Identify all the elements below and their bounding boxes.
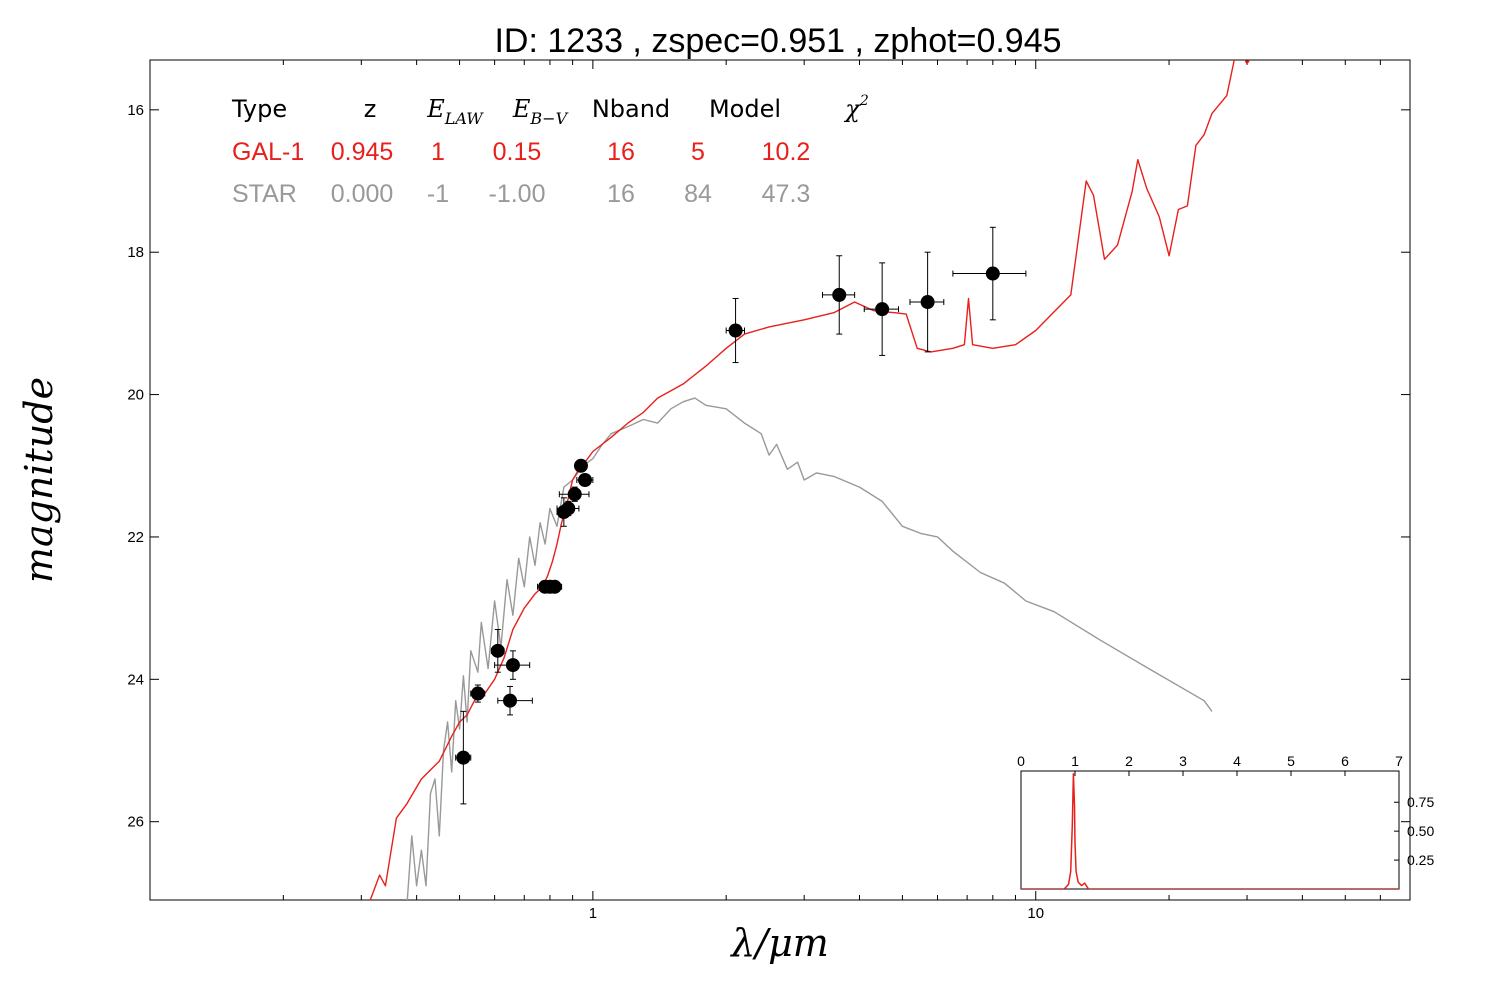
photometry-point [547,579,563,594]
inset-y-tick-label: 0.75 [1407,794,1434,810]
photometry-point [558,486,590,502]
plot-frame [149,59,1411,901]
y-tick-label: 24 [127,671,144,688]
legend-cell: 0.945 [331,138,394,166]
data-marker [490,643,505,658]
photometry-point [494,650,531,680]
photometry-point [863,262,900,356]
x-tick-label: 1 [589,905,597,922]
inset-y-tick-label: 0.25 [1407,852,1434,868]
legend-table: Type z ELAW EB−V Nband Model χ2 GAL-1 0.945 1 0.15… [231,93,869,208]
legend-cell: 0.15 [493,138,542,166]
data-marker [985,266,1000,281]
legend-cell: 1 [431,138,445,166]
photometry-point [497,685,533,716]
photometry-point [821,255,856,335]
photometry-point [470,684,486,703]
photometry-point [573,458,588,473]
data-marker [578,473,593,487]
inset-frame [1020,770,1400,890]
y-tick-label: 16 [127,102,144,119]
legend-cell: GAL-1 [232,138,304,166]
data-marker [875,302,890,317]
legend-cell: 16 [607,138,635,166]
pdz-line [1021,773,1399,889]
legend-cell: 10.2 [762,138,811,166]
x-tick-label: 10 [1027,905,1044,922]
inset-axes: 0 1 2 3 4 5 6 7 0.25 0.50 0.75 [1017,753,1434,868]
photometry-point [952,226,1027,321]
legend-header: z [364,95,377,123]
plot-area [369,60,1251,900]
inset-x-tick-label: 0 [1017,753,1025,769]
photometry-point [725,297,746,364]
y-axis-label: magnitude [17,377,61,583]
legend-header: χ2 [843,93,869,123]
legend-cell: 0.000 [331,180,394,208]
data-marker [505,658,520,673]
y-tick-label: 22 [127,529,144,546]
data-marker [456,750,471,765]
legend-cell: 47.3 [762,180,811,208]
inset-pdz: 0 1 2 3 4 5 6 7 0.25 0.50 0.75 [1017,753,1434,890]
legend-header: ELAW [426,95,484,128]
legend-cell: -1.00 [489,180,546,208]
series-layer [369,60,1251,900]
photometry-point [490,628,505,673]
legend-header: Model [709,95,781,123]
inset-layer [1021,773,1399,889]
y-tick-label: 20 [127,387,144,404]
data-marker [567,487,582,502]
legend-cell: 84 [684,180,712,208]
inset-y-tick-label: 0.50 [1407,823,1434,839]
photometry-point [576,473,594,487]
photometry-point [455,710,472,805]
inset-x-tick-label: 7 [1395,753,1403,769]
observations-layer [455,226,1027,805]
data-marker [573,458,588,473]
inset-x-tick-label: 3 [1179,753,1187,769]
y-tick-label: 26 [127,814,144,831]
legend-cell: 5 [691,138,705,166]
data-marker [728,323,743,338]
data-marker [561,501,576,516]
data-marker [470,686,485,701]
data-marker [920,295,935,310]
data-marker [503,693,518,708]
legend-header: Nband [592,95,670,123]
chart-title: ID: 1233 , zspec=0.951 , zphot=0.945 [494,22,1061,60]
inset-x-tick-label: 1 [1071,753,1079,769]
y-tick-label: 18 [127,244,144,261]
legend-cell: -1 [427,180,449,208]
data-marker [547,579,562,594]
legend-header: Type [231,95,287,123]
photometry-point [909,251,945,353]
legend-header: EB−V [512,95,569,128]
star-model-line [406,397,1213,900]
inset-x-tick-label: 6 [1341,753,1349,769]
x-axis-label: λ/μm [729,921,829,965]
legend-cell: 16 [607,180,635,208]
inset-x-tick-label: 4 [1233,753,1241,769]
data-marker [832,287,847,302]
galaxy-model-line [369,60,1251,900]
inset-x-tick-label: 5 [1287,753,1295,769]
inset-x-tick-label: 2 [1125,753,1133,769]
photometry-point [556,500,580,517]
legend-cell: STAR [232,180,297,208]
